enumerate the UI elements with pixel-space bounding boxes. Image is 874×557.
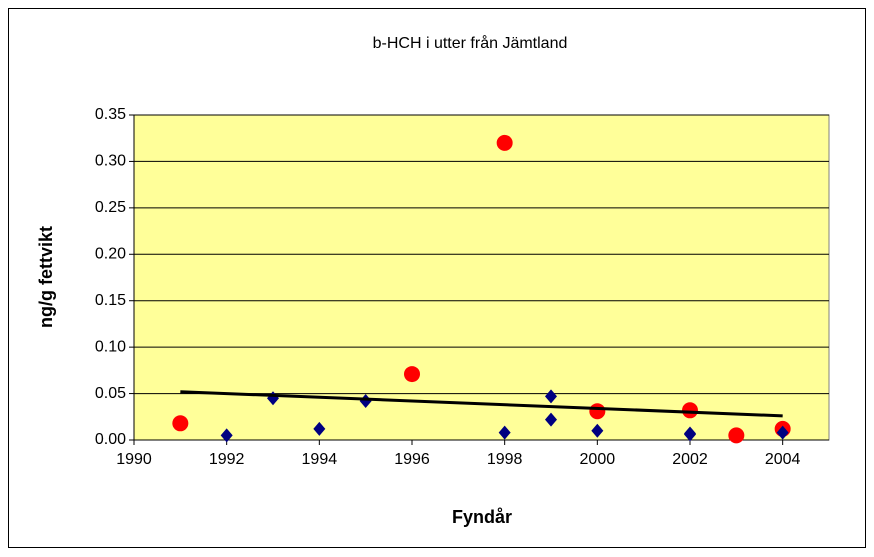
chart-title: b-HCH i utter från Jämtland [373,34,568,52]
data-point [728,427,745,444]
y-tick-label: 0.10 [95,338,126,355]
x-tick-label: 1996 [394,451,430,468]
x-tick-label: 2002 [672,451,708,468]
data-point [545,412,557,427]
data-point [776,425,789,440]
y-tick-label: 0.15 [95,292,126,309]
data-point [496,134,513,151]
data-point [591,423,604,438]
y-tick-label: 0.35 [95,106,126,123]
data-point [682,402,698,419]
x-tick-label: 1998 [487,451,523,468]
data-point [359,394,372,408]
data-point [172,415,189,432]
data-point [220,428,233,443]
x-tick-label: 2000 [580,451,616,468]
y-tick-label: 0.00 [95,431,126,448]
x-axis-label: Fyndår [452,507,512,527]
data-point [498,425,511,440]
y-axis-label: ng/g fettvikt [36,226,56,328]
trend-line [180,390,783,418]
data-point [589,403,606,420]
data-point [404,366,420,383]
y-tick-label: 0.30 [95,153,126,170]
x-tick-label: 1990 [116,451,152,468]
data-point [313,421,326,436]
x-tick-label: 1992 [209,451,245,468]
y-tick-label: 0.05 [95,385,126,402]
x-tick-label: 2004 [765,451,801,468]
y-tick-label: 0.20 [95,246,126,263]
data-point [545,389,557,404]
data-point [684,427,696,442]
plot-area [133,114,830,441]
x-tick-label: 1994 [302,451,338,468]
y-tick-label: 0.25 [95,199,126,216]
